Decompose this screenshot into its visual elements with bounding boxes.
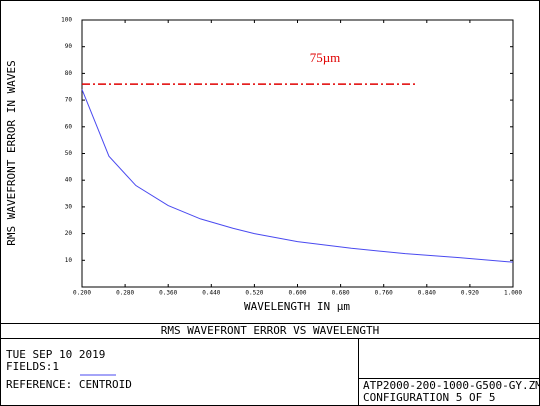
reference-label: 75µm	[310, 50, 341, 65]
file-name: ATP2000-200-1000-G500-GY.ZMX	[363, 379, 540, 392]
y-tick-label: 70	[65, 97, 73, 104]
fields: FIELDS:1	[6, 360, 59, 373]
x-tick-label: 0.200	[73, 290, 91, 297]
x-tick-label: 0.280	[116, 290, 134, 297]
configuration: CONFIGURATION 5 OF 5	[363, 391, 495, 404]
y-tick-label: 50	[65, 150, 73, 157]
x-tick-label: 0.360	[159, 290, 177, 297]
reference: REFERENCE: CENTROID	[6, 378, 132, 391]
x-tick-label: 0.440	[202, 290, 220, 297]
chart-title: RMS WAVEFRONT ERROR VS WAVELENGTH	[161, 324, 380, 337]
y-axis-label: RMS WAVEFRONT ERROR IN WAVES	[5, 60, 18, 245]
plot-frame	[81, 19, 514, 288]
y-tick-label: 30	[65, 203, 73, 210]
x-tick-label: 0.680	[332, 290, 350, 297]
data-line	[81, 89, 514, 263]
y-tick-label: 100	[61, 17, 72, 24]
x-tick-label: 0.520	[245, 290, 263, 297]
y-tick-label: 20	[65, 230, 73, 237]
y-tick-label: 10	[65, 257, 73, 264]
x-tick-label: 1.000	[504, 290, 522, 297]
x-tick-label: 0.840	[418, 290, 436, 297]
y-tick-label: 90	[65, 43, 73, 50]
x-tick-label: 0.600	[288, 290, 306, 297]
x-tick-label: 0.920	[461, 290, 479, 297]
date: TUE SEP 10 2019	[6, 348, 105, 361]
y-tick-label: 40	[65, 177, 73, 184]
x-axis-label: WAVELENGTH IN µm	[244, 300, 350, 313]
y-tick-label: 80	[65, 70, 73, 77]
x-tick-label: 0.760	[375, 290, 393, 297]
y-tick-label: 60	[65, 123, 73, 130]
